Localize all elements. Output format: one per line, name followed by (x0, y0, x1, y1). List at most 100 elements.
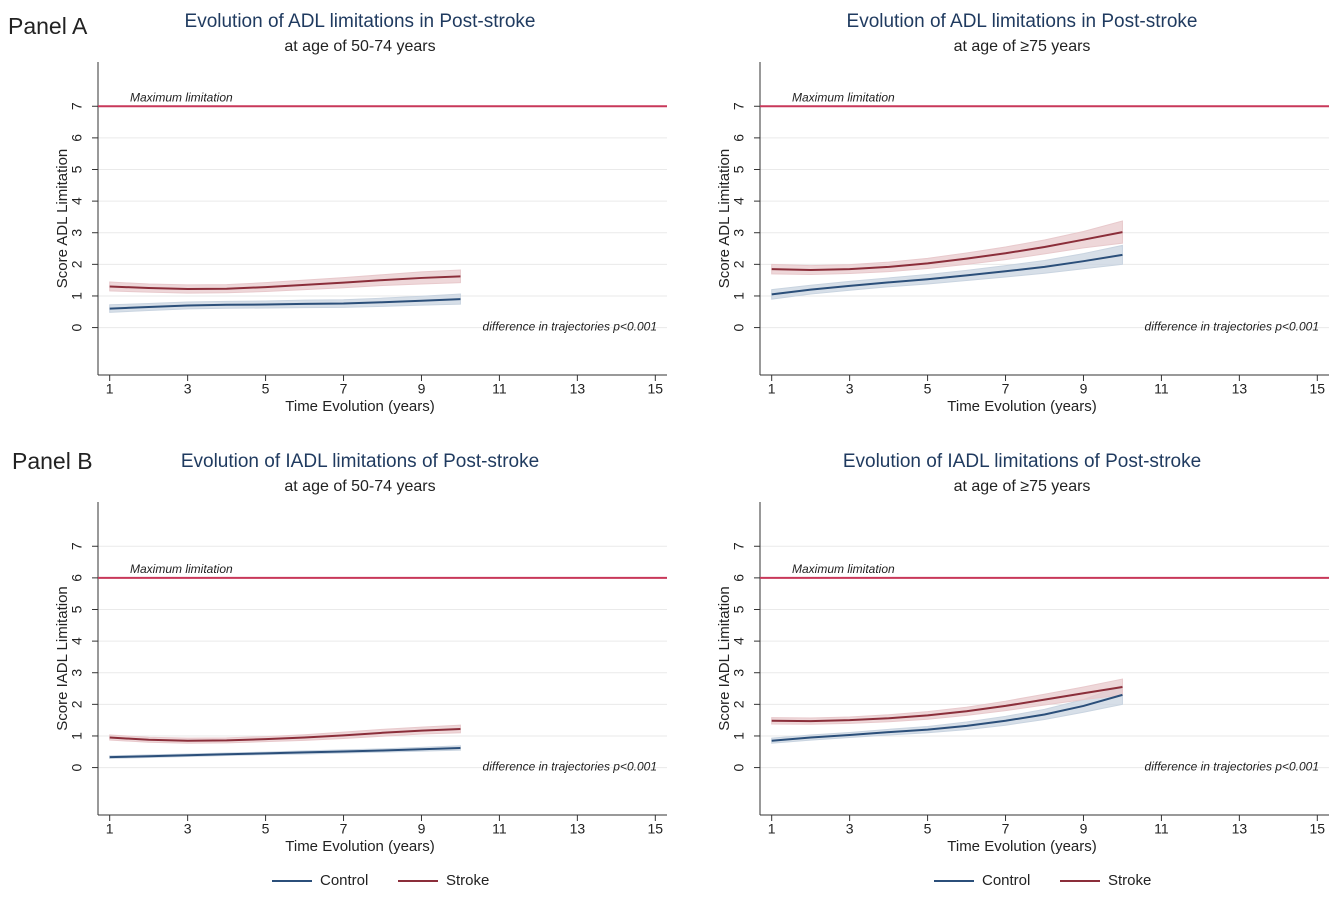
x-tick-label: 7 (340, 821, 348, 837)
series-line (109, 728, 461, 742)
chart-subtitle: at age of 50-74 years (284, 478, 435, 495)
y-tick-label: 1 (69, 292, 85, 300)
y-tick-label: 3 (69, 229, 85, 237)
y-tick-label: 6 (69, 134, 85, 142)
y-tick-label: 1 (69, 732, 85, 740)
confidence-band (109, 724, 461, 744)
x-tick-label: 11 (492, 381, 507, 397)
x-axis-label: Time Evolution (years) (947, 838, 1097, 855)
x-tick-label: 7 (1002, 821, 1010, 837)
legend-label: Control (982, 872, 1030, 889)
chart-title: Evolution of IADL limitations of Post-st… (181, 451, 539, 472)
x-tick-label: 9 (418, 381, 426, 397)
x-tick-label: 15 (648, 381, 664, 397)
chart-subtitle: at age of ≥75 years (954, 478, 1091, 495)
x-tick-label: 13 (1232, 381, 1248, 397)
series-line (109, 746, 461, 759)
x-tick-label: 15 (1310, 821, 1326, 837)
annotation: difference in trajectories p<0.001 (1145, 320, 1319, 334)
x-tick-label: 11 (1154, 381, 1169, 397)
x-tick-label: 9 (1080, 821, 1088, 837)
x-tick-label: 5 (262, 821, 270, 837)
y-tick-label: 5 (731, 605, 747, 613)
x-tick-label: 5 (924, 381, 932, 397)
y-tick-label: 4 (69, 637, 85, 645)
x-tick-label: 1 (768, 821, 776, 837)
y-tick-label: 7 (69, 102, 85, 110)
x-tick-label: 15 (648, 821, 664, 837)
legend-label: Stroke (446, 872, 489, 889)
x-tick-label: 5 (924, 821, 932, 837)
x-tick-label: 13 (570, 381, 586, 397)
y-tick-label: 1 (731, 732, 747, 740)
y-tick-label: 0 (731, 323, 747, 331)
y-tick-label: 7 (69, 542, 85, 550)
y-tick-label: 2 (731, 700, 747, 708)
x-tick-label: 9 (418, 821, 426, 837)
chart-subtitle: at age of 50-74 years (284, 38, 435, 55)
x-tick-label: 3 (184, 381, 192, 397)
y-axis-label: Score ADL Limitation (716, 149, 733, 289)
y-tick-label: 0 (69, 763, 85, 771)
series-line (109, 275, 461, 291)
confidence-band (109, 269, 461, 294)
legend-label: Control (320, 872, 368, 889)
x-tick-label: 3 (846, 821, 854, 837)
max-label: Maximum limitation (792, 90, 895, 104)
x-tick-label: 5 (262, 381, 270, 397)
x-axis-label: Time Evolution (years) (947, 398, 1097, 415)
y-axis-label: Score ADL Limitation (54, 149, 71, 289)
y-tick-label: 5 (69, 165, 85, 173)
y-tick-label: 7 (731, 102, 747, 110)
annotation: difference in trajectories p<0.001 (1145, 760, 1319, 774)
x-tick-label: 15 (1310, 381, 1326, 397)
chart-title: Evolution of IADL limitations of Post-st… (843, 451, 1201, 472)
max-label: Maximum limitation (130, 90, 233, 104)
y-tick-label: 6 (731, 574, 747, 582)
max-label: Maximum limitation (792, 562, 895, 576)
y-tick-label: 4 (731, 197, 747, 205)
x-tick-label: 13 (570, 821, 586, 837)
x-tick-label: 7 (1002, 381, 1010, 397)
x-tick-label: 13 (1232, 821, 1248, 837)
panel-label: Panel A (8, 13, 88, 39)
annotation: difference in trajectories p<0.001 (483, 320, 657, 334)
series-line (771, 693, 1123, 742)
confidence-band (771, 678, 1123, 725)
x-axis-label: Time Evolution (years) (285, 398, 435, 415)
y-tick-label: 7 (731, 542, 747, 550)
y-axis-label: Score IADL Limitation (716, 586, 733, 731)
legend-label: Stroke (1108, 872, 1151, 889)
x-tick-label: 9 (1080, 381, 1088, 397)
y-tick-label: 4 (731, 637, 747, 645)
panel-label: Panel B (12, 448, 93, 474)
series-line (771, 685, 1123, 723)
y-tick-label: 0 (69, 323, 85, 331)
chart-title: Evolution of ADL limitations in Post-str… (185, 11, 536, 32)
y-tick-label: 6 (69, 574, 85, 582)
y-tick-label: 2 (69, 700, 85, 708)
x-tick-label: 1 (768, 381, 776, 397)
y-tick-label: 0 (731, 763, 747, 771)
x-tick-label: 1 (106, 821, 114, 837)
y-axis-label: Score IADL Limitation (54, 586, 71, 731)
y-tick-label: 3 (731, 229, 747, 237)
x-tick-label: 1 (106, 381, 114, 397)
y-tick-label: 6 (731, 134, 747, 142)
x-tick-label: 11 (492, 821, 507, 837)
y-tick-label: 1 (731, 292, 747, 300)
annotation: difference in trajectories p<0.001 (483, 760, 657, 774)
max-label: Maximum limitation (130, 562, 233, 576)
x-tick-label: 7 (340, 381, 348, 397)
y-tick-label: 3 (731, 669, 747, 677)
series-line (771, 253, 1123, 296)
y-tick-label: 5 (69, 605, 85, 613)
series-line (109, 298, 461, 310)
y-tick-label: 5 (731, 165, 747, 173)
series-line (771, 231, 1123, 272)
chart-title: Evolution of ADL limitations in Post-str… (847, 11, 1198, 32)
chart-subtitle: at age of ≥75 years (954, 38, 1091, 55)
y-tick-label: 4 (69, 197, 85, 205)
